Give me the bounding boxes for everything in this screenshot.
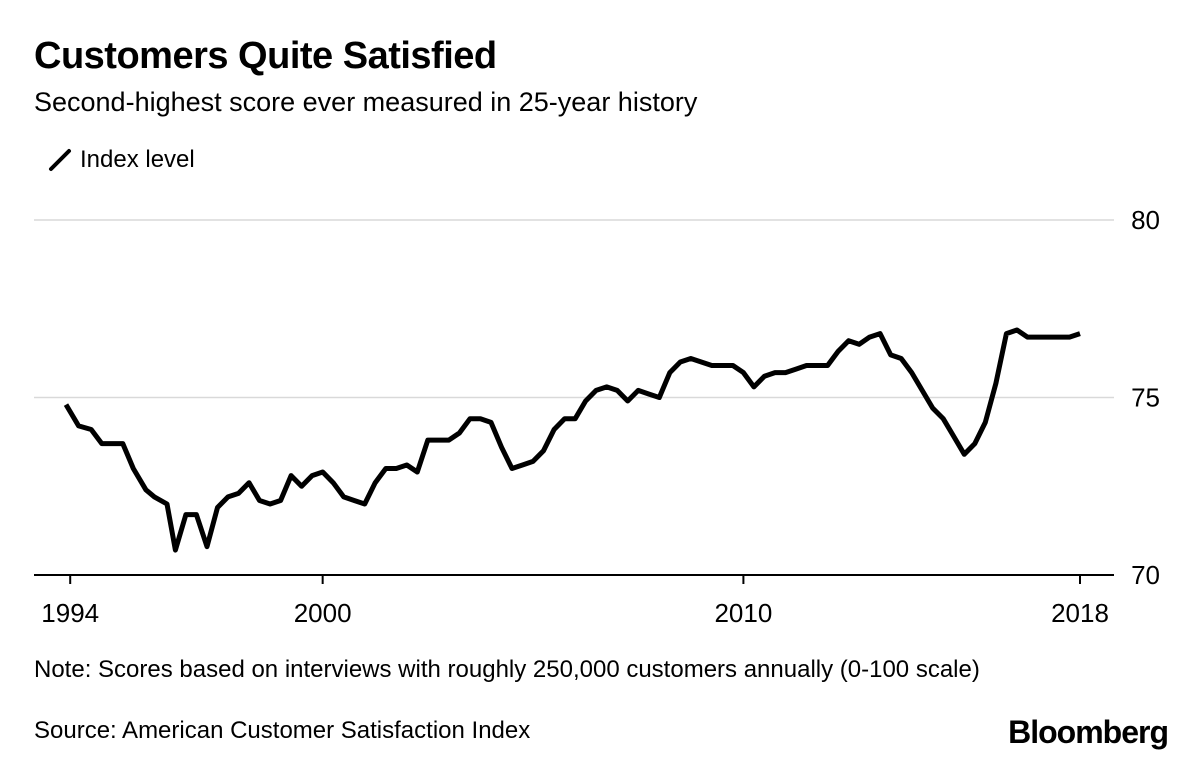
y-tick-label-75: 75 xyxy=(1131,383,1160,413)
chart-subtitle: Second-highest score ever measured in 25… xyxy=(34,87,698,117)
legend-label: Index level xyxy=(80,146,195,173)
y-tick-label-70: 70 xyxy=(1131,560,1160,590)
bloomberg-logo: Bloomberg xyxy=(1008,714,1169,750)
y-tick-label-80: 80 xyxy=(1131,205,1160,235)
x-tick-label-2018: 2018 xyxy=(1051,598,1109,628)
legend-line-icon xyxy=(49,149,71,171)
series-line-index-level xyxy=(63,327,1081,553)
chart-note: Note: Scores based on interviews with ro… xyxy=(34,656,980,683)
chart-source: Source: American Customer Satisfaction I… xyxy=(34,717,531,744)
x-tick-label-1994: 1994 xyxy=(41,598,99,628)
chart-title: Customers Quite Satisfied xyxy=(34,35,497,77)
line-chart: 70 75 80 1994 2000 2010 2018 xyxy=(34,205,1160,628)
x-tick-label-2000: 2000 xyxy=(294,598,352,628)
chart-legend: Index level xyxy=(48,142,195,178)
x-tick-label-2010: 2010 xyxy=(714,598,772,628)
